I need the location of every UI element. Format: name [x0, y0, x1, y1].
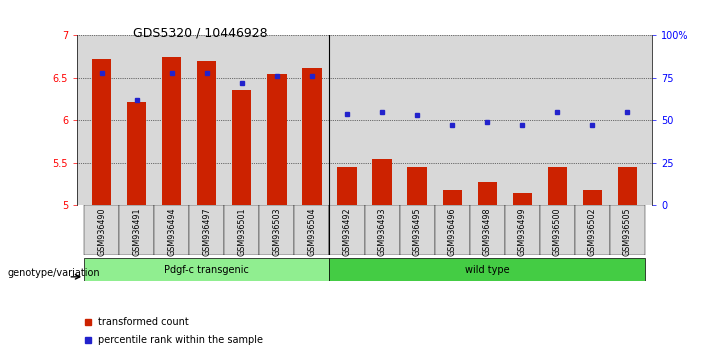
Text: GSM936491: GSM936491: [132, 208, 141, 256]
FancyBboxPatch shape: [400, 205, 435, 255]
FancyBboxPatch shape: [365, 205, 400, 255]
Text: GSM936498: GSM936498: [483, 208, 491, 256]
FancyBboxPatch shape: [224, 205, 259, 255]
Bar: [618, 167, 637, 205]
Bar: [337, 167, 357, 205]
Bar: [372, 159, 392, 205]
Text: GSM936494: GSM936494: [168, 208, 176, 256]
Bar: [302, 68, 322, 205]
Text: Pdgf-c transgenic: Pdgf-c transgenic: [164, 265, 250, 275]
Bar: [547, 167, 567, 205]
Bar: [162, 57, 182, 205]
Text: GSM936492: GSM936492: [343, 208, 351, 256]
FancyBboxPatch shape: [154, 205, 189, 255]
Text: GDS5320 / 10446928: GDS5320 / 10446928: [133, 27, 268, 40]
Text: transformed count: transformed count: [98, 317, 189, 327]
Bar: [232, 90, 252, 205]
Bar: [583, 190, 602, 205]
Text: GSM936500: GSM936500: [553, 208, 562, 256]
FancyBboxPatch shape: [505, 205, 540, 255]
FancyBboxPatch shape: [294, 205, 329, 255]
Text: GSM936499: GSM936499: [518, 208, 526, 256]
Text: GSM936495: GSM936495: [413, 208, 421, 256]
Text: GSM936502: GSM936502: [588, 208, 597, 256]
Text: GSM936496: GSM936496: [448, 208, 456, 256]
FancyBboxPatch shape: [119, 205, 154, 255]
Text: genotype/variation: genotype/variation: [7, 268, 100, 278]
Text: GSM936493: GSM936493: [378, 208, 386, 256]
Text: GSM936505: GSM936505: [623, 208, 632, 256]
Bar: [92, 59, 111, 205]
FancyBboxPatch shape: [259, 205, 294, 255]
FancyBboxPatch shape: [329, 258, 645, 281]
Text: GSM936503: GSM936503: [273, 208, 281, 256]
FancyBboxPatch shape: [540, 205, 575, 255]
Bar: [477, 182, 497, 205]
Text: GSM936501: GSM936501: [238, 208, 246, 256]
Bar: [127, 102, 147, 205]
Bar: [267, 74, 287, 205]
Text: GSM936497: GSM936497: [203, 208, 211, 256]
Bar: [442, 190, 462, 205]
Bar: [407, 167, 427, 205]
FancyBboxPatch shape: [470, 205, 505, 255]
FancyBboxPatch shape: [329, 205, 365, 255]
Bar: [197, 61, 217, 205]
Text: GSM936504: GSM936504: [308, 208, 316, 256]
FancyBboxPatch shape: [189, 205, 224, 255]
FancyBboxPatch shape: [575, 205, 610, 255]
Text: wild type: wild type: [465, 265, 510, 275]
Bar: [512, 193, 532, 205]
Text: GSM936490: GSM936490: [97, 208, 106, 256]
FancyBboxPatch shape: [84, 258, 329, 281]
Text: percentile rank within the sample: percentile rank within the sample: [98, 335, 263, 345]
FancyBboxPatch shape: [84, 205, 119, 255]
FancyBboxPatch shape: [435, 205, 470, 255]
FancyBboxPatch shape: [610, 205, 645, 255]
